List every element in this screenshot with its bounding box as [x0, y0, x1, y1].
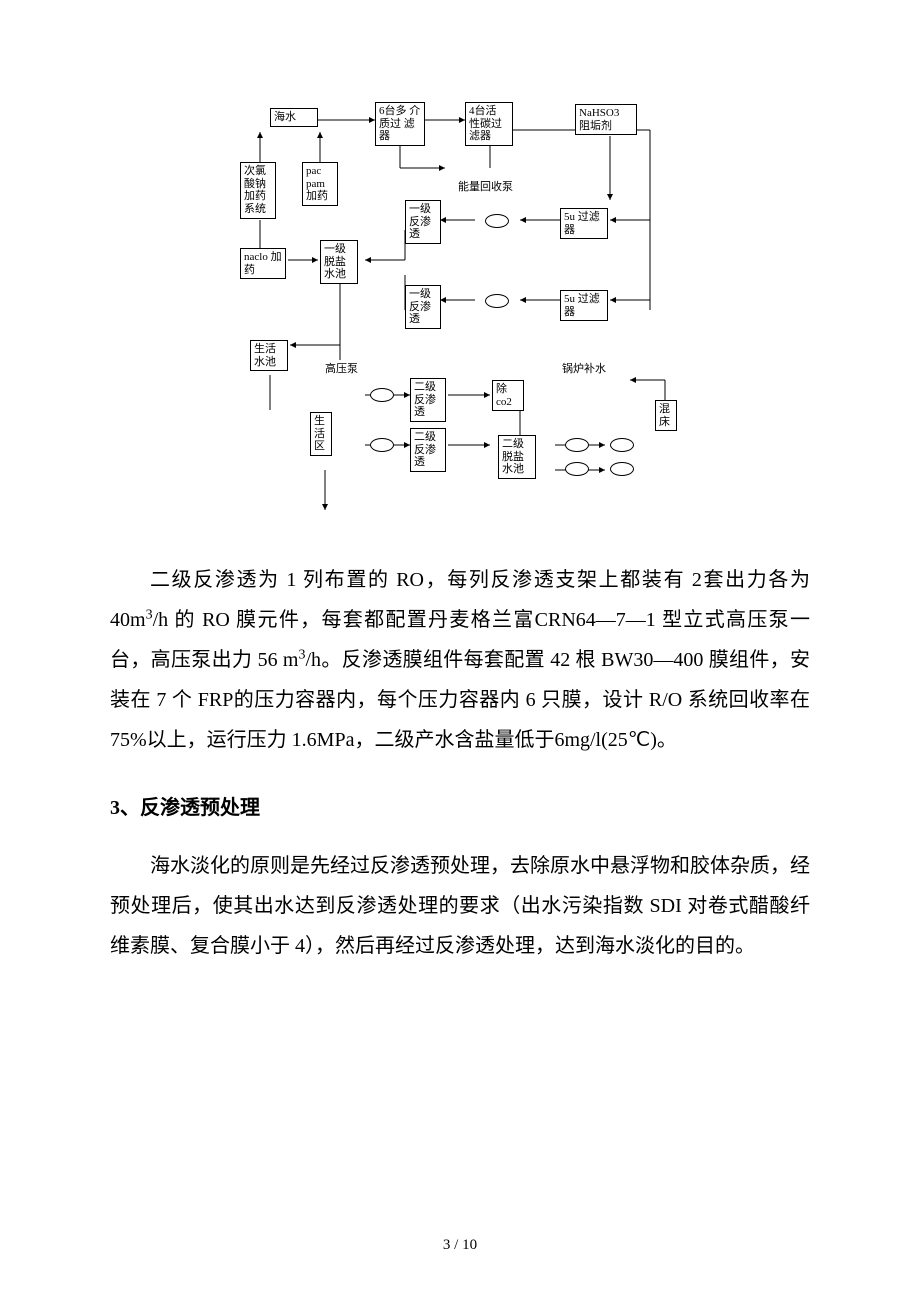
section-heading-3: 3、反渗透预处理	[110, 788, 810, 828]
node-5u-filter-b: 5u 过滤器	[560, 290, 608, 321]
page-number: 3 / 10	[0, 1237, 920, 1254]
node-seawater: 海水	[270, 108, 318, 127]
pump-icon	[610, 438, 634, 452]
pump-icon	[370, 388, 394, 402]
node-5u-filter-a: 5u 过滤器	[560, 208, 608, 239]
pump-icon	[565, 438, 589, 452]
node-desalt-tank-1: 一级 脱盐 水池	[320, 240, 358, 284]
document-page: 海水 6台多 介质过 滤器 4台活 性碳过 滤器 NaHSO3 阻垢剂 次氯 酸…	[0, 0, 920, 1302]
node-nahso3: NaHSO3 阻垢剂	[575, 104, 637, 135]
pump-icon	[565, 462, 589, 476]
node-pac-pam: pac pam 加药	[302, 162, 338, 206]
node-ro1-a: 一级 反渗 透	[405, 200, 441, 244]
node-living-area: 生 活 区	[310, 412, 332, 456]
node-naclo-system: 次氯 酸钠 加药 系统	[240, 162, 276, 219]
node-ro2-b: 二级 反渗 透	[410, 428, 446, 472]
pump-icon	[370, 438, 394, 452]
body-text: 二级反渗透为 1 列布置的 RO，每列反渗透支架上都装有 2套出力各为 40m3…	[110, 560, 810, 966]
node-naclo-dosing: naclo 加药	[240, 248, 286, 279]
pump-icon	[485, 214, 509, 228]
process-flowchart: 海水 6台多 介质过 滤器 4台活 性碳过 滤器 NaHSO3 阻垢剂 次氯 酸…	[210, 100, 710, 520]
node-co2-removal: 除 co2	[492, 380, 524, 411]
superscript-3: 3	[146, 607, 153, 622]
node-ro2-a: 二级 反渗 透	[410, 378, 446, 422]
node-ro1-b: 一级 反渗 透	[405, 285, 441, 329]
label-boiler-water: 锅炉补水	[562, 360, 606, 376]
pump-icon	[485, 294, 509, 308]
flow-arrows	[210, 100, 710, 520]
node-living-pool: 生活 水池	[250, 340, 288, 371]
label-energy-recovery: 能量回收泵	[458, 178, 513, 194]
paragraph-2: 海水淡化的原则是先经过反渗透预处理，去除原水中悬浮物和胶体杂质，经预处理后，使其…	[110, 846, 810, 966]
node-mixed-bed: 混 床	[655, 400, 677, 431]
node-multimedia-filter: 6台多 介质过 滤器	[375, 102, 425, 146]
pump-icon	[610, 462, 634, 476]
paragraph-1: 二级反渗透为 1 列布置的 RO，每列反渗透支架上都装有 2套出力各为 40m3…	[110, 560, 810, 760]
node-carbon-filter: 4台活 性碳过 滤器	[465, 102, 513, 146]
node-desalt-tank-2: 二级 脱盐 水池	[498, 435, 536, 479]
label-hp-pump: 高压泵	[325, 360, 358, 376]
